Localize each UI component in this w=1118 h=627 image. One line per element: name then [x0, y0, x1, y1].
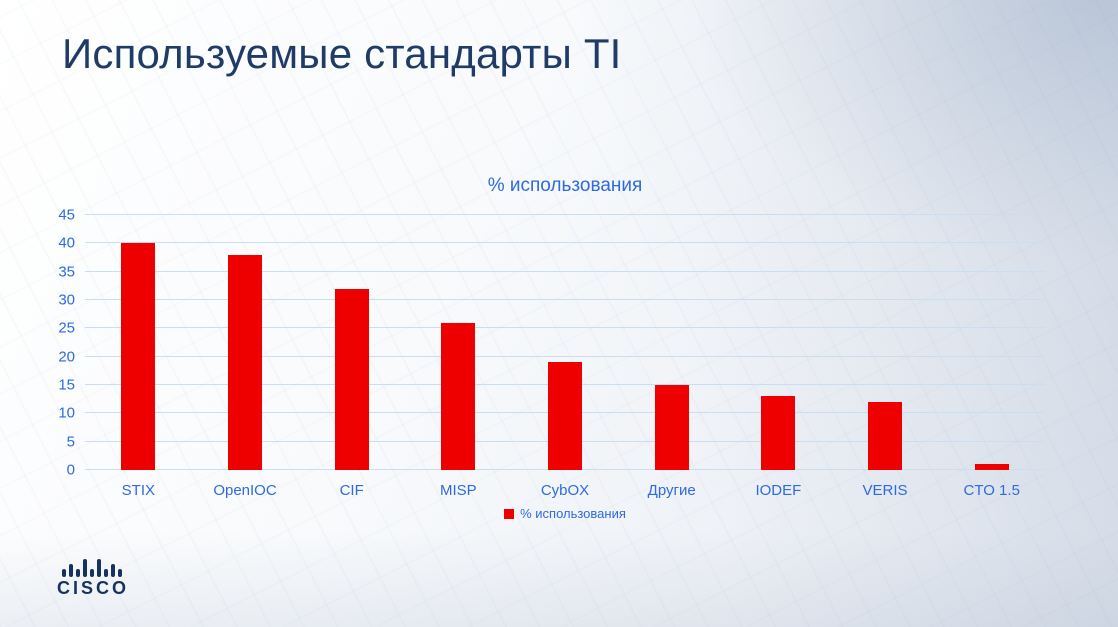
- y-axis-tick-label: 5: [66, 433, 75, 451]
- bar-cybox: [548, 362, 583, 470]
- legend-label: % использования: [520, 506, 626, 521]
- bar-iodef: [761, 396, 796, 470]
- y-axis-tick-label: 25: [58, 319, 75, 337]
- bar-slot: CIF: [298, 215, 405, 499]
- chart-legend: % использования: [85, 506, 1045, 521]
- y-axis-tick-label: 0: [66, 461, 75, 479]
- y-axis-tick-label: 45: [58, 206, 75, 224]
- bars-row: STIX OpenIOC CIF MISP CybOX Другие IODEF VERIS C…: [85, 215, 1045, 499]
- bar-slot: VERIS: [832, 215, 939, 499]
- y-axis-tick-label: 35: [58, 263, 75, 281]
- gridline: [85, 270, 1045, 272]
- x-axis-label: Другие: [647, 482, 696, 499]
- gridline: [85, 214, 1045, 215]
- bar-slot: MISP: [405, 215, 512, 499]
- bar-другие: [654, 385, 689, 470]
- plot-area: 0 5 10 15 20 25 30 35 40 45 STIX OpenIOC CIF MISP CybO…: [58, 207, 1045, 499]
- gridline: [85, 355, 1045, 357]
- bar-slot: CTO 1.5: [938, 215, 1045, 499]
- bar-stix: [121, 243, 156, 470]
- bar-slot: OpenIOC: [192, 215, 299, 499]
- y-axis-tick-label: 15: [58, 376, 75, 394]
- bar-slot: STIX: [85, 215, 192, 499]
- bar-veris: [868, 402, 903, 470]
- bar-cif: [334, 288, 369, 470]
- x-axis-label: CIF: [339, 482, 364, 499]
- bar-misp: [441, 322, 476, 470]
- x-axis-label: STIX: [121, 482, 155, 499]
- cisco-logo: CISCO: [57, 555, 129, 599]
- bar-slot: IODEF: [725, 215, 832, 499]
- y-axis-tick-label: 30: [58, 291, 75, 309]
- background-texture-bottom: [0, 507, 1118, 627]
- y-axis-tick-label: 20: [58, 348, 75, 366]
- bar-slot: Другие: [618, 215, 725, 499]
- bar-slot: CybOX: [512, 215, 619, 499]
- cisco-logo-text: CISCO: [57, 578, 130, 598]
- gridline: [85, 299, 1045, 300]
- y-axis-tick-label: 40: [58, 234, 75, 252]
- x-axis-label: VERIS: [862, 482, 908, 499]
- x-axis-label: MISP: [440, 482, 477, 499]
- x-axis-label: CTO 1.5: [963, 482, 1020, 499]
- cisco-logo-icon: [62, 559, 122, 577]
- x-axis-label: CybOX: [540, 482, 590, 499]
- bar-openioc: [228, 254, 262, 470]
- y-axis-tick-label: 10: [58, 404, 75, 422]
- legend-swatch-icon: [504, 508, 515, 519]
- gridline: [85, 242, 1045, 244]
- slide-title: Используемые стандарты TI: [62, 30, 622, 77]
- chart-title: % использования: [487, 175, 643, 196]
- gridline: [85, 327, 1045, 329]
- bar-cto-1.5: [974, 464, 1009, 470]
- x-axis-label: IODEF: [755, 482, 802, 499]
- x-axis-label: OpenIOC: [213, 482, 277, 499]
